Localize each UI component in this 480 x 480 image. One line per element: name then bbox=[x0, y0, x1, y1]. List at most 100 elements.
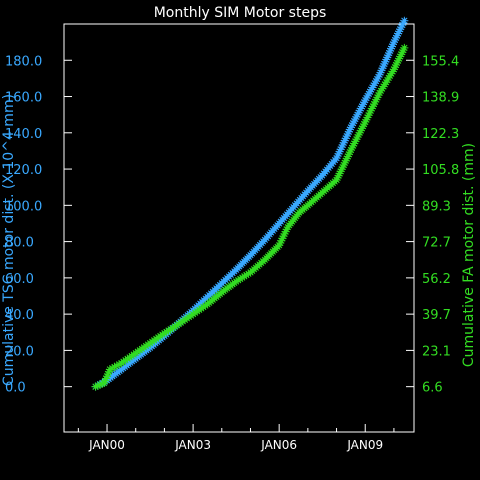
data-point-marker bbox=[238, 273, 247, 282]
data-point-marker bbox=[236, 274, 245, 283]
data-point-marker bbox=[374, 91, 383, 100]
data-point-marker bbox=[392, 61, 401, 70]
data-point-marker bbox=[360, 120, 369, 129]
data-point-marker bbox=[172, 321, 181, 330]
right-tick-label: 23.1 bbox=[422, 344, 451, 359]
data-point-marker bbox=[373, 75, 382, 84]
data-point-marker bbox=[399, 18, 408, 27]
data-point-marker bbox=[103, 369, 112, 378]
data-point-marker bbox=[396, 25, 405, 34]
data-point-marker bbox=[368, 83, 377, 92]
data-point-marker bbox=[346, 123, 355, 132]
data-point-marker bbox=[385, 49, 394, 58]
data-point-marker bbox=[364, 111, 373, 120]
data-point-marker bbox=[383, 53, 392, 62]
data-point-marker bbox=[397, 23, 406, 32]
data-point-marker bbox=[345, 148, 354, 157]
data-point-marker bbox=[336, 167, 345, 176]
right-tick-label: 105.8 bbox=[422, 163, 459, 178]
data-point-marker bbox=[384, 73, 393, 82]
data-point-marker bbox=[388, 40, 397, 49]
data-point-marker bbox=[282, 225, 291, 234]
data-point-marker bbox=[388, 67, 397, 76]
data-point-marker bbox=[170, 322, 179, 331]
data-point-marker bbox=[371, 77, 380, 86]
data-point-marker bbox=[359, 100, 368, 109]
data-point-marker bbox=[91, 382, 100, 391]
data-point-marker bbox=[354, 108, 363, 117]
x-tick-label: JAN06 bbox=[260, 438, 297, 452]
data-point-marker bbox=[399, 46, 408, 55]
data-point-marker bbox=[365, 108, 374, 117]
data-point-marker bbox=[377, 66, 386, 75]
data-point-marker bbox=[244, 269, 253, 278]
right-tick-label: 122.3 bbox=[422, 127, 459, 142]
data-point-marker bbox=[362, 115, 371, 124]
left-tick-label: 80.0 bbox=[5, 236, 34, 251]
data-point-marker bbox=[333, 151, 342, 160]
data-point-marker bbox=[110, 362, 119, 371]
data-point-marker bbox=[337, 143, 346, 152]
data-point-marker bbox=[396, 52, 405, 61]
data-point-marker bbox=[397, 50, 406, 59]
data-point-marker bbox=[368, 102, 377, 111]
data-point-marker bbox=[351, 114, 360, 123]
data-point-marker bbox=[355, 106, 364, 115]
data-point-marker bbox=[335, 147, 344, 156]
data-point-marker bbox=[352, 112, 361, 121]
data-point-marker bbox=[372, 95, 381, 104]
data-point-marker bbox=[166, 325, 175, 334]
data-point-marker bbox=[332, 154, 341, 163]
data-point-marker bbox=[361, 117, 370, 126]
data-point-marker bbox=[356, 104, 365, 113]
data-point-marker bbox=[279, 232, 288, 241]
data-point-marker bbox=[390, 35, 399, 44]
data-point-marker bbox=[352, 135, 361, 144]
data-point-marker bbox=[370, 100, 379, 109]
chart-title: Monthly SIM Motor steps bbox=[154, 5, 327, 21]
data-point-marker bbox=[351, 137, 360, 146]
data-point-marker bbox=[338, 163, 347, 172]
x-tick-label: JAN09 bbox=[346, 438, 383, 452]
data-point-marker bbox=[376, 86, 385, 95]
data-point-marker bbox=[378, 64, 387, 73]
data-point-marker bbox=[232, 277, 241, 286]
data-point-marker bbox=[340, 136, 349, 145]
data-point-marker bbox=[345, 125, 354, 134]
data-point-marker bbox=[95, 380, 104, 389]
data-point-marker bbox=[336, 145, 345, 154]
x-tick-label: JAN03 bbox=[174, 438, 211, 452]
left-tick-label: 100.0 bbox=[5, 199, 42, 214]
data-point-marker bbox=[112, 361, 121, 370]
data-point-marker bbox=[115, 360, 124, 369]
data-point-marker bbox=[350, 139, 359, 148]
left-tick-label: 120.0 bbox=[5, 163, 42, 178]
data-point-marker bbox=[349, 141, 358, 150]
left-tick-label: 40.0 bbox=[5, 308, 34, 323]
right-tick-label: 138.9 bbox=[422, 91, 459, 106]
data-point-marker bbox=[359, 122, 368, 131]
right-tick-label: 72.7 bbox=[422, 236, 451, 251]
data-point-marker bbox=[395, 54, 404, 63]
data-point-marker bbox=[278, 234, 287, 243]
data-point-marker bbox=[386, 71, 395, 80]
data-point-marker bbox=[339, 160, 348, 169]
data-point-marker bbox=[400, 16, 409, 25]
data-point-marker bbox=[101, 376, 110, 385]
data-point-marker bbox=[350, 117, 359, 126]
data-point-marker bbox=[376, 68, 385, 77]
left-tick-label: 0.0 bbox=[5, 381, 26, 396]
data-point-marker bbox=[164, 326, 173, 335]
data-point-marker bbox=[388, 42, 397, 51]
data-point-marker bbox=[98, 379, 107, 388]
data-point-marker bbox=[360, 98, 369, 107]
data-point-marker bbox=[387, 69, 396, 78]
data-point-marker bbox=[367, 85, 376, 94]
data-point-marker bbox=[93, 381, 102, 390]
data-point-marker bbox=[370, 79, 379, 88]
data-point-marker bbox=[395, 27, 404, 36]
data-point-marker bbox=[394, 56, 403, 65]
left-tick-label: 180.0 bbox=[5, 54, 42, 69]
